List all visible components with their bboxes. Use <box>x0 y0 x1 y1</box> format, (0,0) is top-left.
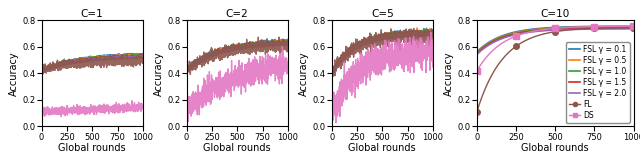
X-axis label: Global rounds: Global rounds <box>522 143 589 153</box>
Title: C=2: C=2 <box>226 9 248 19</box>
Title: C=10: C=10 <box>541 9 570 19</box>
Y-axis label: Accuracy: Accuracy <box>444 51 454 96</box>
Title: C=1: C=1 <box>81 9 104 19</box>
X-axis label: Global rounds: Global rounds <box>348 143 416 153</box>
X-axis label: Global rounds: Global rounds <box>58 143 126 153</box>
Y-axis label: Accuracy: Accuracy <box>10 51 19 96</box>
Y-axis label: Accuracy: Accuracy <box>154 51 164 96</box>
Y-axis label: Accuracy: Accuracy <box>300 51 309 96</box>
X-axis label: Global rounds: Global rounds <box>204 143 271 153</box>
Title: C=5: C=5 <box>371 9 394 19</box>
Legend: FSL γ = 0.1, FSL γ = 0.5, FSL γ = 1.0, FSL γ = 1.5, FSL γ = 2.0, FL, DS: FSL γ = 0.1, FSL γ = 0.5, FSL γ = 1.0, F… <box>566 42 630 123</box>
